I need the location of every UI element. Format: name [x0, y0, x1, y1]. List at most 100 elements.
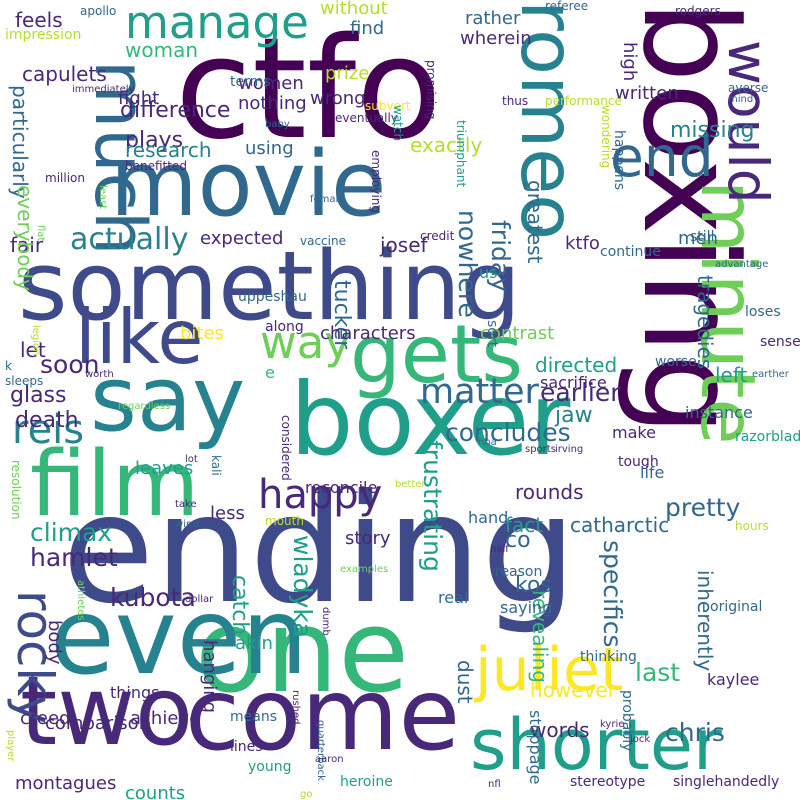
word-less: less	[210, 503, 245, 524]
word-athletes: athletes	[75, 580, 86, 621]
word-greatest: greatest	[523, 180, 547, 264]
word-say: say	[90, 347, 246, 452]
word-continue: continue	[600, 244, 661, 260]
word-like: like	[75, 293, 204, 381]
word-lines: lines	[230, 739, 263, 755]
word-ktfo: ktfo	[565, 233, 600, 254]
word-watch: watch	[391, 105, 405, 142]
word-specifics: specifics	[598, 540, 627, 648]
word-take: take	[175, 499, 197, 510]
word-leaves: leaves	[135, 458, 194, 479]
word-kubota: kubota	[110, 583, 196, 612]
word-pretty: pretty	[665, 493, 741, 522]
word-baby: baby	[265, 119, 290, 130]
word-e: e	[265, 363, 275, 382]
word-ctfo: ctfo	[175, 8, 442, 171]
word-catharctic: catharctic	[570, 513, 670, 537]
word-eventually: eventually	[335, 111, 398, 125]
word-legion: legion	[30, 325, 41, 356]
word-fight: fight	[118, 88, 160, 109]
word-means: means	[230, 709, 277, 725]
word-heroine: heroine	[340, 774, 393, 790]
word-regardless: regardless	[118, 401, 171, 412]
word-however: however	[530, 678, 616, 702]
word-dollar: dollar	[185, 594, 214, 605]
word-co: co	[505, 528, 531, 553]
word-happens: happens	[611, 130, 627, 191]
word-earlier: earlier	[540, 378, 621, 407]
word-manage: manage	[125, 0, 309, 49]
word-nowhere: nowhere	[453, 210, 482, 318]
word-advantage: advantage	[715, 259, 769, 270]
word-men: men	[678, 228, 719, 249]
word-last: last	[635, 658, 681, 687]
word-us: us	[479, 263, 498, 282]
word-actually: actually	[70, 222, 189, 257]
word-stoppage: stoppage	[526, 710, 545, 785]
word-worth: worth	[85, 369, 114, 380]
word-boxer: boxer	[290, 361, 571, 478]
word-instance: instance	[685, 403, 753, 422]
word-hours: hours	[735, 519, 769, 533]
word-aaron: aaron	[315, 754, 344, 765]
word-without: without	[320, 0, 388, 19]
word-difference: difference	[120, 98, 231, 123]
word-k: k	[5, 359, 12, 373]
word-something: something	[18, 232, 521, 342]
word-reconcile: reconcile	[305, 478, 378, 497]
word-tragedies: tragedies	[693, 275, 717, 370]
word-everybody: everybody	[13, 185, 37, 291]
word-counts: counts	[125, 783, 186, 800]
word-life: life	[640, 463, 665, 482]
word-chris: chris	[665, 718, 725, 747]
word-rather: rather	[465, 8, 521, 29]
word-achieve: achieve	[130, 708, 201, 729]
word-dumb: dumb	[320, 607, 331, 636]
word-triumphant: triumphant	[454, 120, 468, 188]
word-comparison: comparison	[45, 713, 151, 734]
word-apollo: apollo	[80, 4, 117, 18]
word-kos: kos	[515, 573, 552, 598]
word-subvert: subvert	[365, 99, 411, 113]
word-along: along	[265, 319, 304, 335]
word-vaccine: vaccine	[300, 234, 346, 248]
word-find: find	[350, 18, 385, 39]
word-come: come	[185, 656, 461, 773]
word-irving: irving	[555, 444, 584, 455]
word-sort: sort	[484, 320, 500, 348]
word-female: female	[310, 194, 345, 205]
word-exactly: exactly	[410, 133, 483, 157]
word-research: research	[125, 138, 212, 162]
word-capulets: capulets	[22, 62, 107, 86]
word-lot: lot	[185, 454, 198, 465]
word-prize: prize	[325, 63, 370, 84]
word-soon: soon	[40, 350, 100, 379]
word-characters: characters	[320, 323, 416, 344]
word-saying: saying	[500, 598, 553, 617]
word-words: words	[530, 718, 590, 742]
word-nothing: nothing	[238, 93, 307, 114]
word-body: body	[44, 620, 65, 665]
word-better: better	[395, 479, 426, 490]
word-let: let	[20, 338, 46, 362]
word-thinking: thinking	[580, 649, 637, 665]
word-missing: missing	[670, 118, 755, 143]
word-impression: impression	[5, 27, 82, 43]
word-million: million	[45, 171, 85, 185]
word-way: way	[260, 316, 352, 369]
word-women: women	[238, 73, 304, 94]
word-climax: climax	[30, 518, 113, 547]
word-left: left	[715, 363, 748, 387]
word-resolution: resolution	[9, 460, 23, 520]
word-player: player	[5, 730, 16, 762]
word-plays: plays	[125, 128, 184, 153]
word-credit: credit	[420, 229, 455, 243]
word-high: high	[619, 42, 640, 82]
word-rounds: rounds	[515, 480, 584, 504]
word-story: story	[345, 528, 391, 549]
word-razorblade: razorblade	[735, 429, 800, 445]
word-written: written	[615, 83, 679, 104]
word-josef: josef	[380, 233, 428, 257]
word-wind: wind	[175, 519, 199, 530]
word-things: things	[110, 683, 160, 702]
